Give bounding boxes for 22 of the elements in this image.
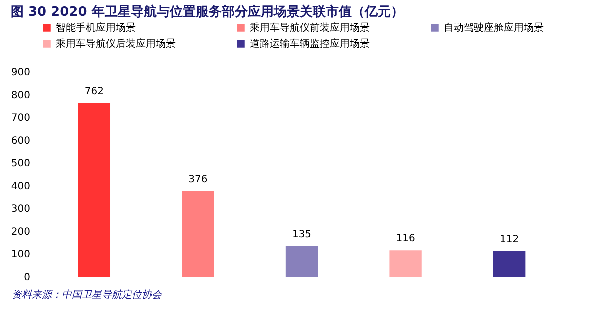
- legend-label: 乘用车导航仪后装应用场景: [56, 38, 176, 50]
- data-label: 762: [84, 86, 104, 98]
- legend-label: 自动驾驶座舱应用场景: [444, 22, 544, 34]
- data-label: 135: [292, 229, 312, 240]
- legend-label: 乘用车导航仪前装应用场景: [250, 22, 370, 34]
- legend-label: 道路运输车辆监控应用场景: [250, 38, 370, 50]
- y-tick-label: 600: [11, 136, 30, 147]
- data-label: 116: [396, 234, 416, 245]
- y-tick-label: 800: [11, 90, 30, 102]
- y-tick-label: 400: [11, 181, 30, 192]
- legend-label: 智能手机应用场景: [56, 22, 136, 34]
- y-tick-label: 200: [11, 226, 30, 238]
- y-tick-label: 900: [11, 68, 30, 78]
- y-tick-label: 300: [11, 204, 30, 216]
- y-tick-label: 100: [11, 250, 30, 261]
- data-label: 112: [500, 234, 520, 246]
- y-tick-label: 0: [24, 272, 30, 284]
- data-label: 376: [188, 174, 208, 186]
- chart-title: 图 30 2020 年卫星导航与位置服务部分应用场景关联市值（亿元）: [10, 4, 404, 20]
- y-tick-label: 700: [11, 113, 30, 124]
- y-tick-label: 500: [11, 158, 30, 170]
- text: 资料来源：中国卫星导航定位协会: [12, 289, 163, 301]
